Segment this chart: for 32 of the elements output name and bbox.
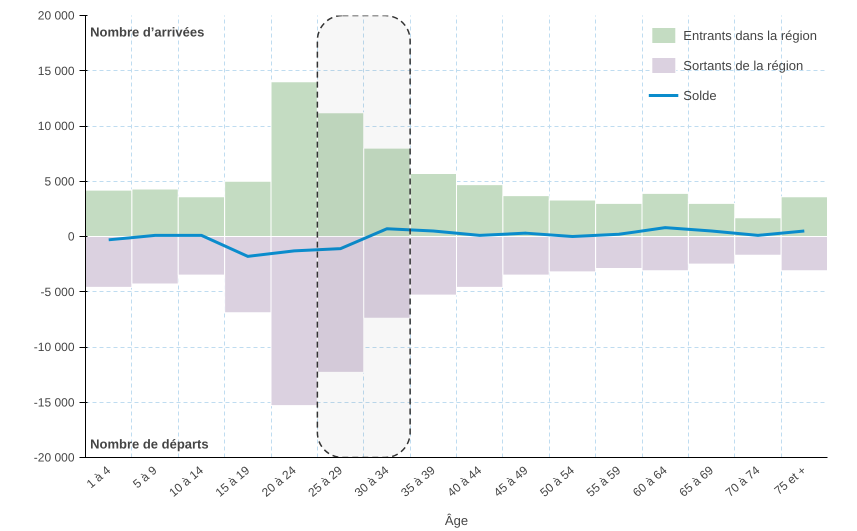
x-tick-label: 15 à 19 [212, 462, 253, 500]
line-series [107, 226, 806, 258]
x-tick-label: 40 à 44 [444, 462, 484, 500]
x-tick-label: 5 à 9 [130, 462, 160, 492]
y-tick-label: 15 000 [38, 64, 75, 78]
legend-label: Sortants de la région [683, 58, 804, 72]
y-tick-label: 0 [68, 230, 75, 244]
y-tick-label: 20 000 [38, 8, 75, 22]
x-tick-label: 45 à 49 [490, 462, 531, 500]
y-tick-label: -15 000 [34, 395, 75, 410]
x-tick-label: 60 à 64 [630, 462, 670, 500]
y-tick-label: -5 000 [40, 284, 75, 299]
y-tick-label: -20 000 [34, 450, 75, 464]
x-tick-label: 50 à 54 [537, 462, 578, 500]
x-tick-label: 10 à 14 [166, 462, 206, 500]
legend-label: Solde [683, 88, 717, 102]
x-tick-label: 1 à 4 [84, 462, 114, 492]
annotation: Nombre de départs [90, 436, 209, 452]
x-tick-label: 30 à 34 [352, 462, 392, 500]
y-tick-label: 5 000 [44, 174, 75, 188]
x-tick-label: 25 à 29 [305, 462, 346, 500]
annotation: Nombre d’arrivées [90, 24, 204, 40]
x-tick-label: 55 à 59 [584, 462, 624, 500]
legend-label: Entrants dans la région [683, 28, 817, 42]
x-tick-label: 65 à 69 [676, 462, 716, 500]
x-tick-label: 20 à 24 [259, 462, 299, 500]
x-axis-title: Âge [444, 513, 468, 528]
y-tick-label: -10 000 [34, 340, 75, 354]
x-tick-label: 70 à 74 [722, 462, 763, 500]
y-tick-label: 10 000 [38, 119, 75, 133]
x-tick-label: 75 et + [771, 463, 809, 498]
x-tick-label: 35 à 39 [398, 462, 438, 500]
